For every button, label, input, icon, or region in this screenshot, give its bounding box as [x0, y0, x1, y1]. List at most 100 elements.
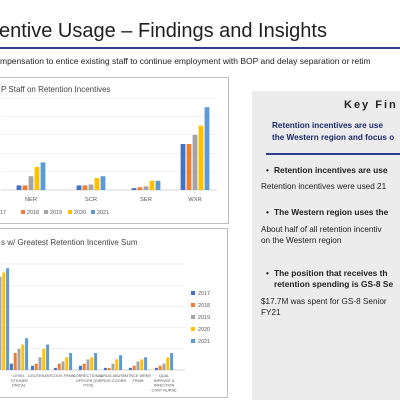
category-label: COOK FRMN: [51, 374, 74, 378]
category-label: IMPRVMT &: [154, 379, 175, 383]
bar: [90, 357, 94, 370]
staff-chart: P Staff on Retention Incentives NER SCR SER…: [0, 85, 217, 216]
legend-swatch: [68, 210, 72, 214]
category-label: FRMN: [133, 379, 144, 383]
bar: [128, 367, 132, 370]
bar: [22, 185, 28, 190]
legend-label: 2018: [27, 210, 39, 216]
finding-text: Retention incentives were used 21: [261, 182, 387, 191]
lead-line: Retention incentives are use: [272, 121, 384, 130]
bar: [65, 357, 69, 370]
bar: [53, 367, 57, 370]
category-label: OFFICER (GS: [76, 379, 101, 383]
bar: [198, 125, 204, 190]
bar: [144, 357, 148, 370]
bar: [61, 361, 65, 370]
bar: [38, 357, 42, 370]
legend-swatch: [21, 210, 25, 214]
bar: [180, 144, 186, 190]
bar: [76, 185, 82, 190]
key-findings-lead: Retention incentives are use the Western…: [272, 120, 394, 144]
staff-chart-panel: P Staff on Retention Incentives NER SCR SER…: [0, 77, 229, 224]
bar: [140, 359, 144, 370]
legend-swatch: [191, 291, 195, 295]
legend-swatch: [191, 327, 195, 331]
category-label: DNICAL: [12, 384, 26, 388]
bar: [162, 363, 166, 370]
bar: [137, 187, 143, 190]
bar: [2, 272, 6, 370]
category-label: MTNCE WRKR: [125, 374, 151, 378]
category-label: NER: [25, 197, 37, 203]
category-label: LEVEL: [13, 374, 25, 378]
finding-text: FY21: [261, 308, 281, 317]
legend-label: 2019: [50, 210, 62, 216]
legend-label: 2021: [198, 339, 210, 345]
category-label: SER: [140, 197, 152, 203]
bar: [69, 353, 73, 370]
category-label: SCR: [85, 197, 97, 203]
bar: [94, 353, 98, 370]
bar: [86, 359, 90, 370]
legend-label: 2018: [198, 303, 210, 309]
key-findings-panel: Key Fin Retention incentives are use the…: [252, 91, 400, 400]
bar: [78, 365, 82, 370]
bar: [94, 178, 100, 190]
bar: [9, 363, 13, 370]
bar: [204, 107, 210, 190]
finding-heading: • The Western region uses the: [266, 207, 389, 217]
chart-title: P Staff on Retention Incentives: [1, 85, 111, 94]
bar: [16, 185, 22, 190]
page-title: entive Usage – Findings and Insights: [0, 20, 327, 42]
positions-chart: s w/ Greatest Retention Incentive Sum LEV…: [0, 238, 210, 392]
legend-label: 2020: [198, 327, 210, 333]
chart-title: s w/ Greatest Retention Incentive Sum: [1, 238, 138, 247]
bar: [132, 365, 136, 370]
bar: [100, 176, 106, 190]
bar: [82, 185, 88, 190]
bar: [40, 162, 46, 190]
bar: [131, 188, 137, 190]
bar: [103, 367, 107, 370]
bar: [17, 348, 21, 370]
bar: [21, 344, 25, 370]
bar: [6, 268, 10, 370]
finding-text: on the Western region: [261, 236, 342, 245]
category-label: 7TO9): [83, 384, 94, 388]
category-label: DRUG ABUSE: [101, 374, 126, 378]
bar: [186, 144, 192, 190]
legend-label: 2020: [74, 210, 86, 216]
bar: [115, 359, 119, 370]
bar: [155, 180, 161, 190]
finding-text: About half of all retention incentiv: [261, 225, 382, 234]
bar: [13, 353, 17, 370]
finding-heading: • The position that receives th: [266, 268, 388, 278]
legend-label: 2021: [97, 210, 109, 216]
key-findings-divider: [266, 153, 400, 155]
bar: [82, 363, 86, 370]
legend-swatch: [191, 339, 195, 343]
category-label: CORRECTIONAL: [73, 374, 103, 378]
bar: [34, 363, 38, 370]
bar: [88, 184, 94, 190]
legend-swatch: [91, 210, 95, 214]
bar: [154, 367, 158, 370]
category-label: WXR: [188, 197, 202, 203]
legend-swatch: [191, 303, 195, 307]
bar: [170, 353, 174, 370]
bar: [111, 363, 115, 370]
bar: [143, 186, 149, 190]
category-label: INFECTION: [154, 384, 175, 388]
bar: [107, 367, 111, 370]
finding-heading: • Retention incentives are use: [266, 165, 388, 175]
bar: [25, 338, 29, 370]
key-findings-title: Key Fin: [344, 99, 398, 111]
category-label: QUAL: [159, 374, 169, 378]
category-label: CONT NURSE: [151, 388, 177, 392]
legend-swatch: [191, 315, 195, 319]
category-label: PROG COORD: [100, 379, 127, 383]
legend-label: 2017: [198, 291, 210, 297]
page-subtitle: mpensation to entice existing staff to c…: [0, 56, 371, 66]
bar: [30, 365, 34, 370]
bar: [42, 348, 46, 370]
